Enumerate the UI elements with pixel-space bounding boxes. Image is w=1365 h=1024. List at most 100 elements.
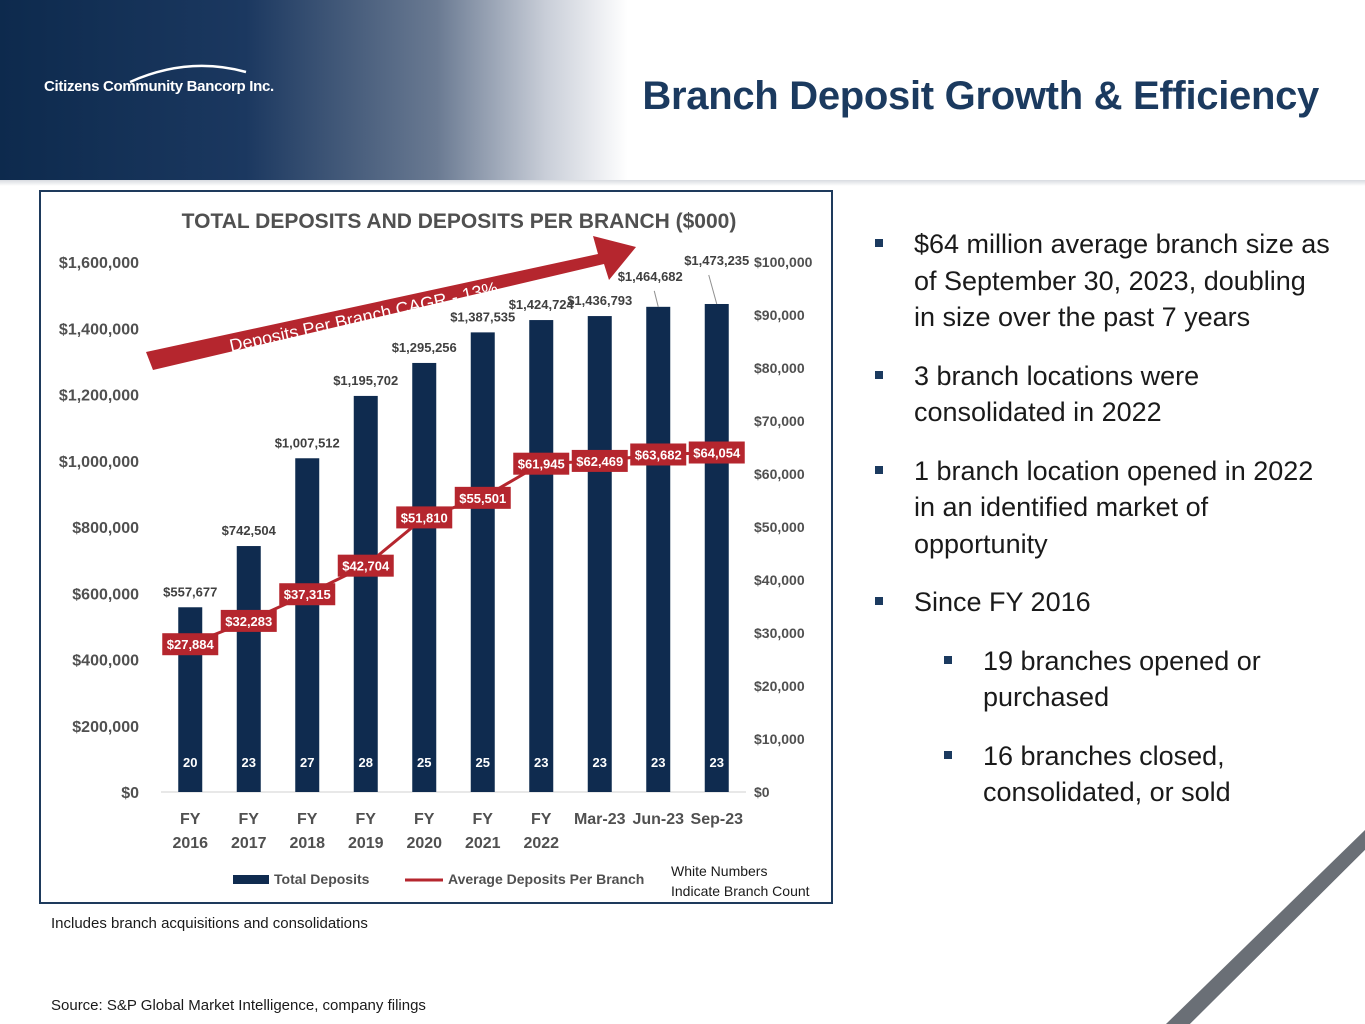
line-value-box: [220, 609, 277, 632]
bar-value-label: $1,473,235: [684, 253, 749, 268]
bullet-text: Since FY 2016: [914, 587, 1091, 617]
line-value-box: [513, 452, 570, 475]
line-value-label: $42,704: [342, 559, 390, 574]
deposits-chart: TOTAL DEPOSITS AND DEPOSITS PER BRANCH (…: [59, 210, 813, 899]
line-value-label: $64,054: [693, 446, 741, 461]
bullet-text: 3 branch locations were consolidated in …: [914, 360, 1200, 428]
bullet-marker-icon: [875, 370, 883, 379]
line-value-box: [630, 443, 687, 466]
line-value-box: [279, 583, 336, 606]
bullet-marker-icon: [944, 750, 952, 759]
logo-swoosh-icon: [129, 64, 247, 84]
legend-swatch-bar: [233, 875, 269, 884]
bar-total-deposits: [646, 306, 671, 792]
bullet-text: 16 branches closed, consolidated, or sol…: [983, 740, 1231, 808]
line-value-label: $51,810: [401, 510, 448, 525]
line-value-box: [688, 441, 745, 464]
right-axis-tick-label: $70,000: [754, 413, 805, 429]
line-value-label: $32,283: [225, 614, 272, 629]
right-axis-tick-label: $20,000: [754, 678, 805, 694]
category-label: FY: [414, 811, 435, 828]
bar-value-label: $1,424,724: [509, 297, 575, 312]
category-label: 2016: [172, 835, 208, 852]
branch-count-label: 23: [651, 755, 665, 770]
line-value-box: [571, 449, 628, 472]
bullet-list: $64 million average branch size as of Se…: [870, 226, 1330, 833]
branch-count-note: Indicate Branch Count: [671, 883, 810, 899]
line-value-label: $55,501: [459, 491, 506, 506]
bullet-item: 3 branch locations were consolidated in …: [870, 358, 1330, 431]
right-axis-tick-label: $100,000: [754, 254, 813, 270]
line-value-label: $37,315: [284, 587, 331, 602]
bar-value-label: $1,295,256: [392, 340, 457, 355]
category-label: 2022: [523, 835, 559, 852]
company-logo: Citizens Community Bancorp Inc.: [44, 78, 274, 95]
bullet-marker-icon: [944, 655, 952, 664]
bullet-text: 1 branch location opened in 2022 in an i…: [914, 455, 1314, 559]
branch-count-label: 28: [359, 755, 373, 770]
bar-total-deposits: [412, 362, 437, 792]
left-axis-tick-label: $1,200,000: [59, 388, 139, 405]
line-value-label: $61,945: [518, 457, 565, 472]
left-axis-tick-label: $0: [121, 785, 139, 802]
category-label: FY: [297, 811, 318, 828]
branch-count-label: 23: [534, 755, 548, 770]
category-label: 2018: [289, 835, 325, 852]
category-label: FY: [356, 811, 377, 828]
bar-value-label: $1,436,793: [567, 293, 632, 308]
legend-label-avg-per-branch: Average Deposits Per Branch: [448, 871, 644, 887]
bar-total-deposits: [587, 316, 612, 792]
bullet-text: 19 branches opened or purchased: [983, 645, 1261, 713]
line-value-box: [454, 486, 511, 509]
chart-frame: TOTAL DEPOSITS AND DEPOSITS PER BRANCH (…: [39, 190, 833, 904]
bar-total-deposits: [470, 332, 495, 792]
branch-count-label: 25: [417, 755, 431, 770]
line-value-box: [396, 506, 453, 529]
sub-bullet-item: 19 branches opened or purchased: [939, 643, 1330, 716]
source-note: Source: S&P Global Market Intelligence, …: [51, 997, 426, 1014]
cagr-arrow: [146, 236, 636, 370]
header-band: [0, 0, 1365, 180]
category-label: FY: [531, 811, 552, 828]
bar-value-label: $1,464,682: [618, 269, 683, 284]
category-label: FY: [473, 811, 494, 828]
page-title: Branch Deposit Growth & Efficiency: [642, 74, 1319, 118]
right-axis-tick-label: $80,000: [754, 360, 805, 376]
line-value-box: [337, 554, 394, 577]
legend-label-total-deposits: Total Deposits: [274, 871, 370, 887]
bar-value-label: $1,195,702: [333, 373, 398, 388]
left-axis-tick-label: $1,000,000: [59, 454, 139, 471]
right-axis-tick-label: $40,000: [754, 572, 805, 588]
bar-value-label: $1,387,535: [450, 309, 515, 324]
left-axis-tick-label: $400,000: [72, 653, 139, 670]
category-label: 2021: [465, 835, 501, 852]
left-axis-tick-label: $800,000: [72, 520, 139, 537]
bar-total-deposits: [295, 458, 320, 792]
line-value-box: [162, 633, 219, 656]
label-leader-line: [708, 274, 718, 305]
branch-count-label: 25: [476, 755, 490, 770]
right-axis-tick-label: $0: [754, 784, 770, 800]
right-axis-tick-label: $60,000: [754, 466, 805, 482]
bullet-marker-icon: [875, 465, 883, 474]
left-axis-tick-label: $1,400,000: [59, 321, 139, 338]
category-label: FY: [239, 811, 260, 828]
bar-total-deposits: [353, 395, 378, 792]
line-deposits-per-branch: [189, 451, 717, 646]
right-axis-tick-label: $30,000: [754, 625, 805, 641]
bar-value-label: $742,504: [222, 523, 277, 538]
category-label: Jun-23: [632, 811, 684, 828]
bullet-item: 1 branch location opened in 2022 in an i…: [870, 453, 1330, 563]
right-axis-tick-label: $10,000: [754, 731, 805, 747]
bullet-item: Since FY 2016: [870, 584, 1330, 621]
bullet-marker-icon: [875, 239, 883, 247]
chart-title: TOTAL DEPOSITS AND DEPOSITS PER BRANCH (…: [182, 210, 737, 233]
line-value-label: $63,682: [635, 447, 682, 462]
bar-value-label: $557,677: [163, 584, 217, 599]
branch-count-label: 23: [710, 755, 724, 770]
left-axis-tick-label: $1,600,000: [59, 255, 139, 272]
bullet-item: $64 million average branch size as of Se…: [870, 226, 1330, 336]
bar-value-label: $1,007,512: [275, 435, 340, 450]
branch-count-label: 27: [300, 755, 314, 770]
bullet-text: $64 million average branch size as of Se…: [914, 229, 1330, 332]
